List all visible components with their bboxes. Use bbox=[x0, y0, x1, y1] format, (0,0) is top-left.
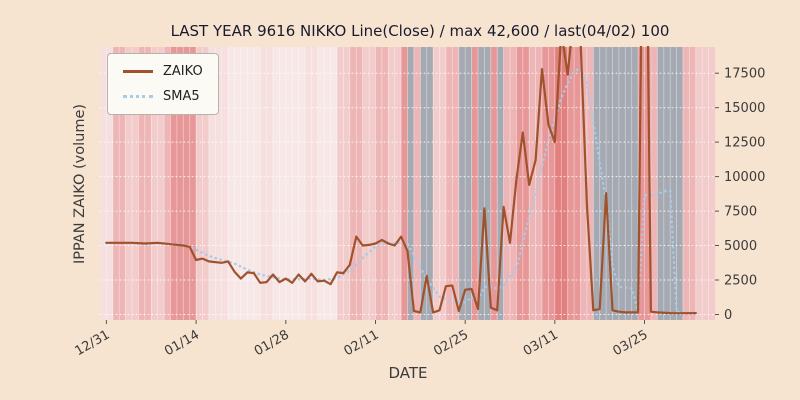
x-tick-label: 03/11 bbox=[521, 327, 561, 359]
day-band bbox=[445, 47, 459, 320]
day-band bbox=[458, 47, 472, 320]
day-band bbox=[362, 47, 376, 320]
day-band bbox=[650, 47, 658, 320]
legend-label-zaiko: ZAIKO bbox=[163, 64, 203, 79]
x-tick-label: 02/11 bbox=[342, 327, 382, 359]
day-band bbox=[683, 47, 696, 320]
day-band bbox=[516, 47, 530, 320]
x-tick-label: 03/25 bbox=[611, 327, 651, 359]
day-band bbox=[471, 47, 478, 320]
day-band bbox=[305, 47, 318, 320]
chart-title: LAST YEAR 9616 NIKKO Line(Close) / max 4… bbox=[170, 22, 670, 40]
day-band bbox=[503, 47, 517, 320]
day-band bbox=[208, 47, 229, 320]
day-band bbox=[433, 47, 446, 320]
day-band bbox=[228, 47, 261, 320]
day-band bbox=[542, 47, 555, 320]
sma5-line-sample bbox=[123, 95, 153, 98]
day-band bbox=[260, 47, 273, 320]
day-band bbox=[413, 47, 421, 320]
day-band bbox=[164, 47, 171, 320]
day-band bbox=[695, 47, 715, 320]
y-tick-label: 7500 bbox=[724, 205, 757, 220]
day-band bbox=[490, 47, 498, 320]
day-band bbox=[567, 47, 581, 320]
legend-label-sma5: SMA5 bbox=[163, 89, 200, 104]
x-tick-label: 12/31 bbox=[72, 327, 112, 359]
y-tick-label: 2500 bbox=[724, 274, 757, 289]
day-band bbox=[196, 47, 209, 320]
x-tick-label: 01/14 bbox=[162, 327, 202, 359]
day-band bbox=[317, 47, 337, 320]
day-band bbox=[125, 47, 139, 320]
sma5-line bbox=[105, 65, 698, 315]
legend: ZAIKO SMA5 bbox=[107, 53, 219, 115]
day-band bbox=[657, 47, 683, 320]
x-tick-label: 01/28 bbox=[252, 327, 292, 359]
day-band bbox=[151, 47, 165, 320]
day-band bbox=[407, 47, 414, 320]
zaiko-line bbox=[105, 46, 697, 315]
day-band bbox=[420, 47, 434, 320]
day-band bbox=[375, 47, 389, 320]
y-tick-label: 5000 bbox=[724, 239, 757, 254]
y-axis-label: IPPAN ZAIKO (volume) bbox=[72, 103, 88, 265]
day-band bbox=[554, 47, 568, 320]
legend-item-sma5: SMA5 bbox=[123, 89, 203, 104]
legend-item-zaiko: ZAIKO bbox=[123, 64, 203, 79]
zaiko-line-sample bbox=[123, 70, 153, 73]
x-axis-label: DATE bbox=[388, 364, 428, 382]
y-tick-label: 0 bbox=[724, 308, 732, 323]
day-band bbox=[112, 47, 126, 320]
y-tick-label: 12500 bbox=[724, 136, 765, 151]
y-tick-label: 17500 bbox=[724, 67, 765, 82]
day-band bbox=[100, 47, 113, 320]
x-tick-label: 02/25 bbox=[431, 327, 471, 359]
day-band bbox=[497, 47, 504, 320]
day-band bbox=[138, 47, 152, 320]
y-tick-label: 15000 bbox=[724, 101, 765, 116]
day-band bbox=[388, 47, 402, 320]
day-band bbox=[337, 47, 350, 320]
y-tick-label: 10000 bbox=[724, 170, 765, 185]
day-band bbox=[401, 47, 408, 320]
